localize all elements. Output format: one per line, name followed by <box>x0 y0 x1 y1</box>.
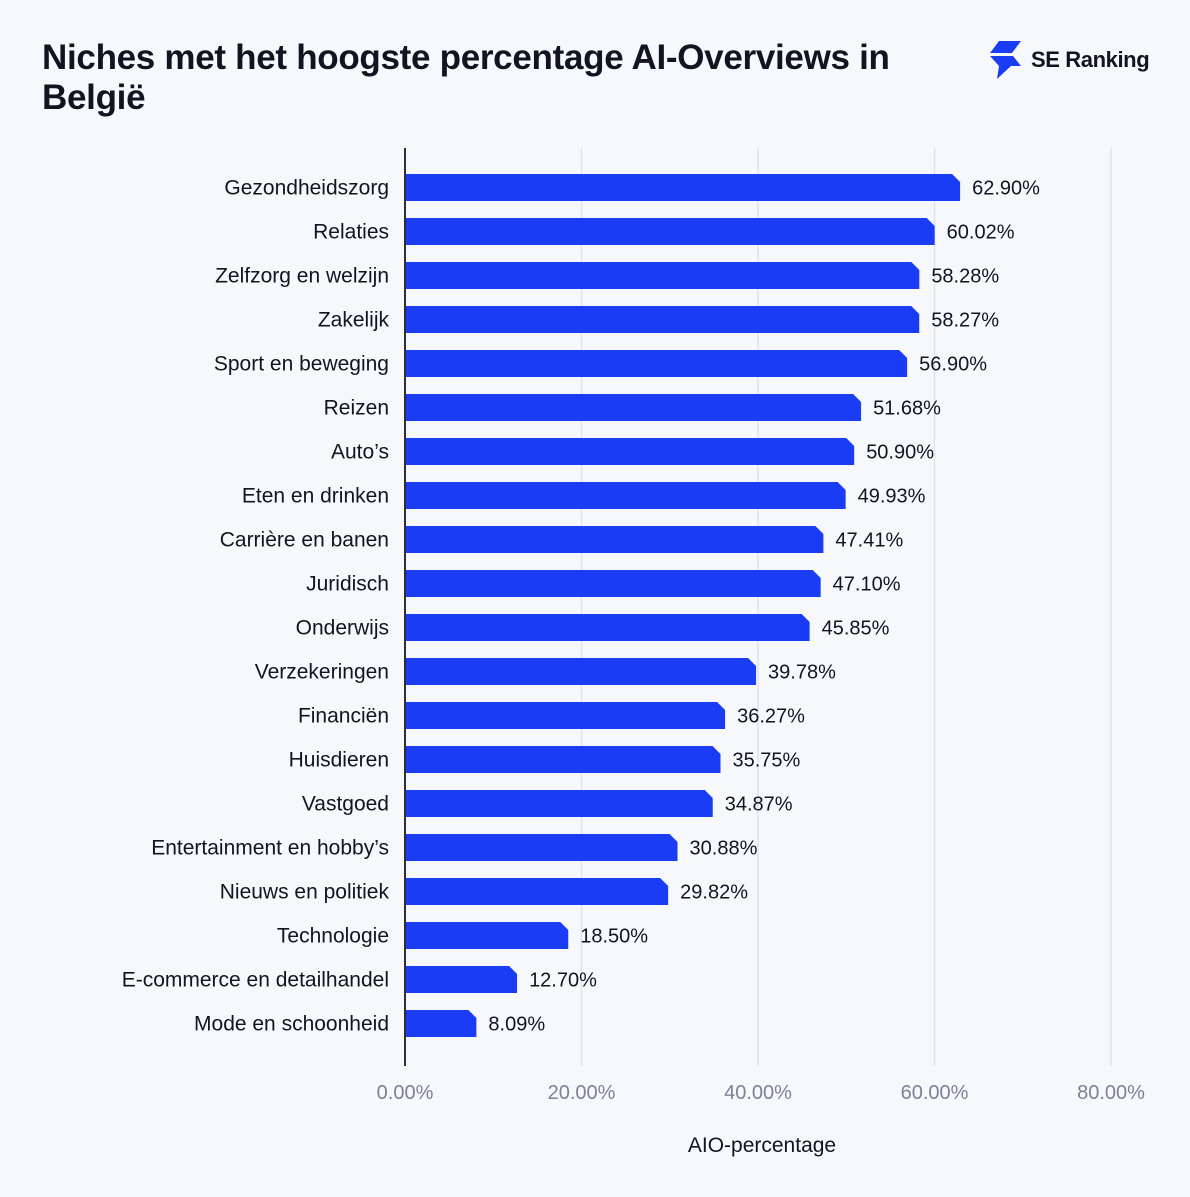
bar <box>405 922 569 949</box>
category-label: E-commerce en detailhandel <box>122 969 389 992</box>
value-label: 29.82% <box>680 882 748 904</box>
category-label: Carrière en banen <box>220 529 389 552</box>
category-label: Gezondheidszorg <box>224 177 389 200</box>
bar <box>405 834 678 861</box>
category-label: Sport en beweging <box>214 353 389 376</box>
brand-logo: SE Ranking <box>985 40 1150 80</box>
bar <box>405 394 862 421</box>
category-label: Financiën <box>298 705 389 728</box>
bar <box>405 570 821 597</box>
brand-name: SE Ranking <box>1031 47 1150 72</box>
bar <box>405 218 935 245</box>
bar <box>405 702 726 729</box>
value-label: 18.50% <box>580 926 648 948</box>
value-labels: 62.90% 60.02% 58.28% 58.27% 56.90% 51.68% 50.9… <box>488 178 1040 1036</box>
x-tick-labels: 0.00% 20.00% 40.00% 60.00% 80.00% <box>377 1082 1145 1104</box>
category-label: Eten en drinken <box>242 485 389 508</box>
value-label: 45.85% <box>822 618 890 640</box>
category-label: Technologie <box>277 925 389 948</box>
x-tick-label: 60.00% <box>901 1082 969 1104</box>
category-label: Verzekeringen <box>255 661 389 684</box>
category-label: Reizen <box>324 397 389 420</box>
category-label: Zakelijk <box>318 309 390 332</box>
category-label: Mode en schoonheid <box>194 1013 389 1036</box>
value-label: 58.28% <box>931 266 999 288</box>
value-label: 49.93% <box>858 486 926 508</box>
bar <box>405 438 855 465</box>
bar <box>405 174 961 201</box>
value-label: 50.90% <box>866 442 934 464</box>
grid-lines <box>580 148 1112 1066</box>
category-label: Entertainment en hobby’s <box>151 837 389 860</box>
x-tick-label: 0.00% <box>377 1082 434 1104</box>
x-tick-label: 40.00% <box>724 1082 792 1104</box>
x-axis-title: AIO-percentage <box>688 1134 836 1157</box>
bar <box>405 1010 477 1037</box>
value-label: 8.09% <box>488 1014 545 1036</box>
value-label: 47.10% <box>833 574 901 596</box>
bars <box>405 174 961 1037</box>
value-label: 51.68% <box>873 398 941 420</box>
value-label: 56.90% <box>919 354 987 376</box>
bar <box>405 350 908 377</box>
value-label: 30.88% <box>690 838 758 860</box>
bar <box>405 966 518 993</box>
category-label: Zelfzorg en welzijn <box>215 265 389 288</box>
category-label: Relaties <box>313 221 389 244</box>
value-label: 36.27% <box>737 706 805 728</box>
category-label: Huisdieren <box>289 749 389 772</box>
value-label: 12.70% <box>529 970 597 992</box>
bar <box>405 482 846 509</box>
bar <box>405 878 669 905</box>
bar <box>405 614 810 641</box>
category-label: Juridisch <box>306 573 389 596</box>
value-label: 60.02% <box>947 222 1015 244</box>
bar <box>405 306 920 333</box>
category-label: Vastgoed <box>302 793 389 816</box>
bar <box>405 790 713 817</box>
category-label: Auto’s <box>331 441 389 464</box>
chart-title: Niches met het hoogste percentage AI-Ove… <box>42 38 890 117</box>
x-tick-label: 80.00% <box>1077 1082 1145 1104</box>
category-labels: Gezondheidszorg Relaties Zelfzorg en welzi… <box>122 177 390 1036</box>
value-label: 39.78% <box>768 662 836 684</box>
value-label: 58.27% <box>931 310 999 332</box>
bar <box>405 746 721 773</box>
x-tick-label: 20.00% <box>548 1082 616 1104</box>
bar <box>405 658 757 685</box>
bar <box>405 526 824 553</box>
value-label: 35.75% <box>732 750 800 772</box>
category-label: Nieuws en politiek <box>220 881 390 904</box>
bar <box>405 262 920 289</box>
value-label: 34.87% <box>725 794 793 816</box>
value-label: 62.90% <box>972 178 1040 200</box>
se-ranking-logo-icon <box>990 41 1021 79</box>
value-label: 47.41% <box>835 530 903 552</box>
category-label: Onderwijs <box>296 617 389 640</box>
